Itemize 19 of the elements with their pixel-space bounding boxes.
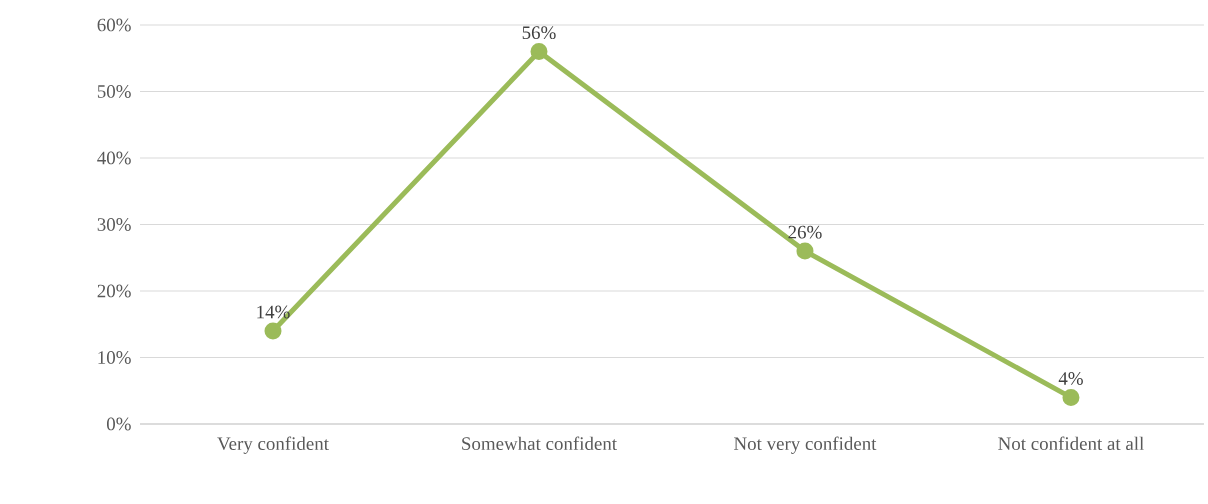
y-tick-label: 40% [97,151,131,165]
x-tick-label: Somewhat confident [462,436,617,451]
y-tick-label: 60% [97,18,131,32]
point [796,242,814,260]
data-label: 26% [788,225,822,239]
y-tick-label: 10% [98,351,131,364]
x-tick-label: Very confident [217,436,329,454]
x-tick-label: Not confident at all [998,436,1144,451]
y-tick-label: 50% [97,85,131,98]
point [264,322,282,340]
point [1062,388,1080,406]
y-tick-label: 0% [106,417,131,431]
data-label: 14% [257,305,290,319]
point [530,43,548,61]
data-label: 4% [1058,372,1083,385]
y-tick-label: 20% [97,284,131,298]
data-label: 56% [522,26,556,40]
y-tick-label: 30% [97,218,131,231]
x-tick-label: Not very confident [734,436,877,454]
